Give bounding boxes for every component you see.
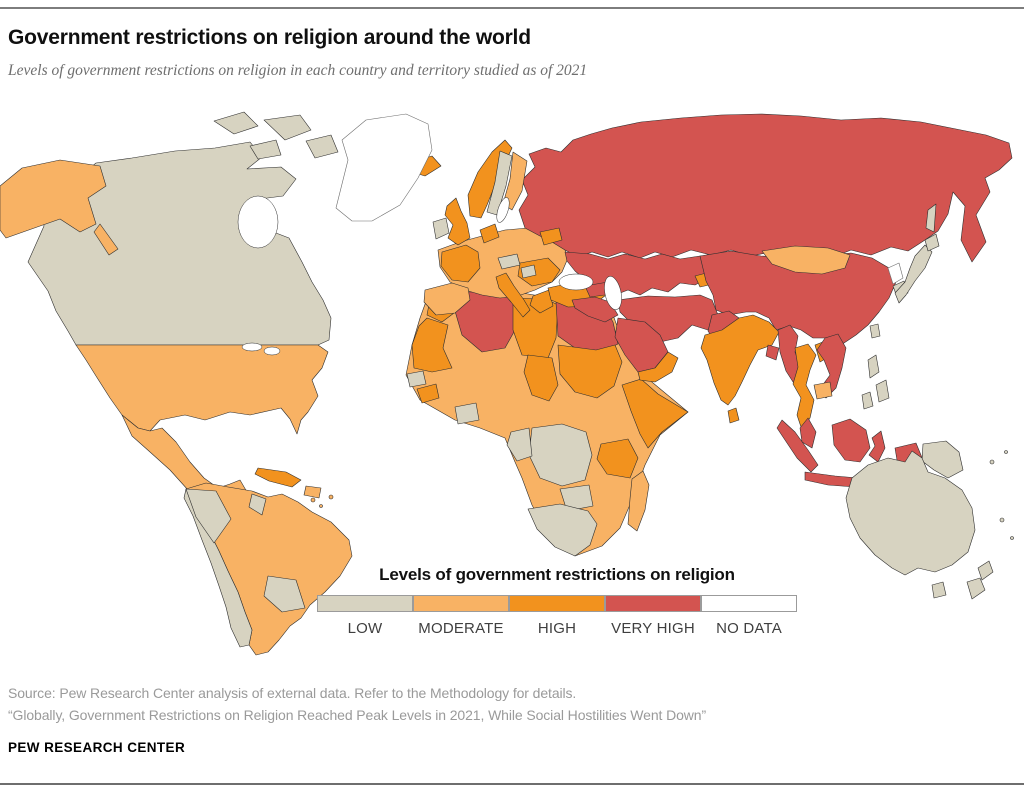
world-map-svg — [0, 111, 1014, 656]
source-line-2: “Globally, Government Restrictions on Re… — [8, 707, 707, 723]
region-mongolia — [761, 245, 851, 275]
water-bodies — [237, 195, 622, 356]
page-subtitle: Levels of government restrictions on rel… — [8, 62, 588, 79]
region-france — [440, 244, 481, 283]
region-vietnam — [816, 333, 847, 399]
region-guyana — [248, 493, 267, 516]
region-chad — [523, 354, 559, 402]
region-taiwan — [869, 323, 881, 339]
region-austria — [497, 253, 521, 270]
region-russia — [518, 113, 1013, 263]
legend-label-moderate: MODERATE — [418, 620, 504, 637]
region-congo-gabon — [506, 427, 533, 462]
region-southern-africa — [527, 503, 598, 557]
baltic-sea — [496, 197, 510, 223]
legend-labels: LOW MODERATE HIGH VERY HIGH NO DATA — [317, 620, 797, 637]
caspian-sea — [604, 276, 622, 310]
region-balkans — [517, 257, 561, 287]
world-map — [0, 105, 1024, 665]
region-cambodia — [813, 381, 833, 400]
legend-label-very_high: VERY HIGH — [611, 620, 695, 637]
region-italy — [495, 272, 531, 318]
region-guinea — [416, 383, 440, 404]
region-pacific-islands — [989, 450, 1014, 540]
map-legend: Levels of government restrictions on rel… — [317, 565, 797, 637]
region-hungary — [520, 264, 537, 279]
region-sumatra — [776, 419, 819, 473]
legend-label-high: HIGH — [537, 620, 577, 637]
page-title: Government restrictions on religion arou… — [8, 26, 531, 49]
top-rule — [0, 7, 1024, 9]
region-iraq-syria — [571, 296, 619, 323]
region-australia — [845, 450, 976, 576]
region-greenland — [335, 113, 433, 222]
region-paraguay-uruguay — [263, 575, 306, 613]
region-hispaniola — [303, 485, 322, 499]
black-sea — [558, 273, 594, 291]
region-caribbean-islands — [310, 494, 334, 508]
region-borneo — [831, 418, 871, 463]
region-bangladesh — [765, 344, 780, 361]
region-usa — [75, 344, 329, 435]
region-japan — [894, 233, 940, 304]
region-colombia — [185, 488, 232, 544]
region-sudan — [557, 344, 623, 399]
great-lake-east — [263, 346, 281, 356]
region-cuba — [254, 467, 302, 488]
region-philippines — [861, 354, 890, 410]
region-india — [700, 314, 780, 406]
region-horn-of-africa — [621, 378, 689, 449]
region-thailand — [792, 343, 817, 431]
region-yemen-oman — [637, 351, 679, 383]
great-lake-west — [241, 342, 263, 352]
region-finland — [502, 151, 528, 211]
region-andes — [183, 488, 253, 648]
legend-label-no_data: NO DATA — [716, 620, 782, 637]
source-line-1: Source: Pew Research Center analysis of … — [8, 685, 577, 701]
region-iberia — [423, 282, 471, 316]
region-sri-lanka — [727, 407, 740, 424]
legend-title: Levels of government restrictions on rel… — [379, 565, 735, 584]
region-benelux — [479, 223, 500, 244]
region-drc — [528, 423, 593, 487]
legend-swatch-very_high — [605, 595, 701, 612]
region-madagascar — [627, 470, 650, 532]
region-sakhalin — [925, 203, 937, 233]
region-ghana — [454, 402, 480, 425]
legend-swatch-moderate — [413, 595, 509, 612]
legend-swatch-no_data — [701, 595, 797, 612]
region-tanzania — [596, 438, 639, 479]
region-tasmania — [931, 581, 947, 599]
region-zambia — [559, 484, 594, 512]
legend-swatch-low — [317, 595, 413, 612]
region-mauritania — [411, 317, 453, 373]
legend-bar — [317, 595, 797, 612]
hudson-bay — [237, 195, 279, 249]
region-new-zealand — [966, 560, 994, 600]
pew-research-center-wordmark: PEW RESEARCH CENTER — [8, 740, 186, 755]
region-uk — [444, 197, 471, 246]
region-north-korea — [887, 262, 904, 285]
region-alaska — [0, 159, 119, 256]
region-canada-arctic — [213, 111, 339, 160]
region-senegal — [406, 370, 427, 388]
region-malay-peninsula — [799, 417, 817, 449]
legend-swatch-high — [509, 595, 605, 612]
region-greece — [529, 289, 554, 314]
legend-label-low: LOW — [347, 620, 383, 637]
bottom-rule — [0, 783, 1024, 785]
region-ireland — [432, 217, 450, 240]
region-belarus — [539, 227, 563, 246]
region-sulawesi — [868, 430, 886, 463]
